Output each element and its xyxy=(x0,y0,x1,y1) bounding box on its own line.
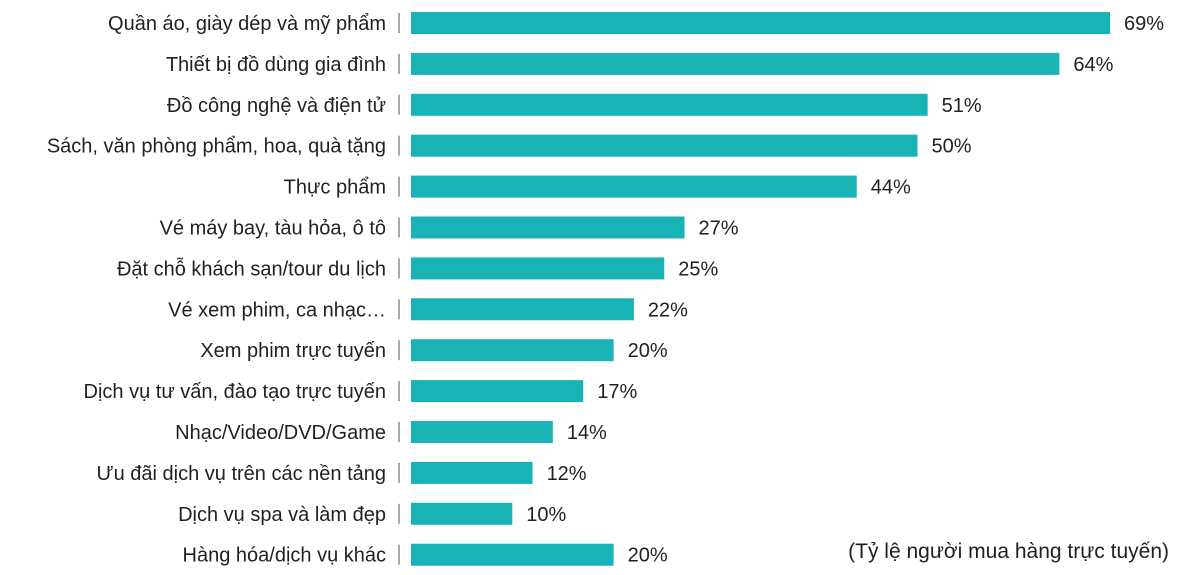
bar xyxy=(411,298,634,321)
category-label: Dịch vụ tư vấn, đào tạo trực tuyến xyxy=(84,381,386,403)
value-label: 10% xyxy=(526,504,566,526)
category-label: Vé xem phim, ca nhạc… xyxy=(168,299,386,321)
category-label: Nhạc/Video/DVD/Game xyxy=(175,422,386,444)
bar xyxy=(411,502,513,525)
value-label: 51% xyxy=(942,95,982,117)
value-label: 17% xyxy=(597,381,637,403)
value-label: 44% xyxy=(871,177,911,199)
value-label: 20% xyxy=(628,340,668,362)
category-label: Thực phẩm xyxy=(284,177,386,199)
category-label: Đặt chỗ khách sạn/tour du lịch xyxy=(117,257,386,280)
value-label: 50% xyxy=(932,136,972,158)
value-label: 22% xyxy=(648,299,688,321)
value-label: 27% xyxy=(699,218,739,240)
bar xyxy=(411,93,928,116)
bar xyxy=(411,12,1110,34)
bar xyxy=(411,216,685,239)
bar xyxy=(411,421,553,443)
category-label: Thiết bị đồ dùng gia đình xyxy=(166,54,386,76)
chart-note: (Tỷ lệ người mua hàng trực tuyến) xyxy=(848,540,1169,563)
category-label: Sách, văn phòng phẩm, hoa, quà tặng xyxy=(47,136,386,158)
bar xyxy=(411,380,584,403)
value-label: 69% xyxy=(1124,13,1164,35)
category-label: Dịch vụ spa và làm đẹp xyxy=(178,504,386,526)
bar xyxy=(411,339,614,362)
category-label: Đồ công nghệ và điện tử xyxy=(167,95,386,117)
category-label: Xem phim trực tuyến xyxy=(200,340,386,362)
value-label: 64% xyxy=(1073,54,1113,76)
category-label: Quần áo, giày dép và mỹ phẩm xyxy=(108,13,386,35)
value-label: 14% xyxy=(567,422,607,444)
bar xyxy=(411,543,614,566)
value-label: 12% xyxy=(547,463,587,485)
category-label: Hàng hóa/dịch vụ khác xyxy=(183,545,386,567)
value-label: 20% xyxy=(628,545,668,567)
value-label: 25% xyxy=(678,258,718,280)
bar xyxy=(411,257,665,280)
bar xyxy=(411,461,533,484)
category-label: Ưu đãi dịch vụ trên các nền tảng xyxy=(97,463,386,485)
bar xyxy=(411,52,1060,75)
bar xyxy=(411,134,918,157)
category-label: Vé máy bay, tàu hỏa, ô tô xyxy=(160,218,386,240)
bar xyxy=(411,175,857,198)
